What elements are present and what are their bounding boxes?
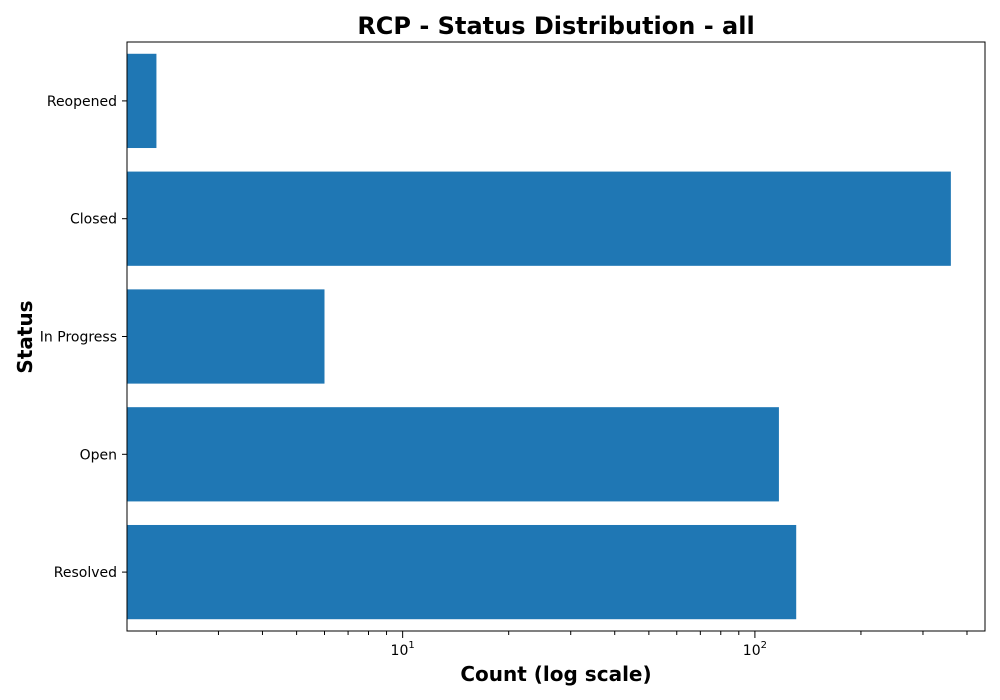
bar-open (127, 407, 779, 502)
bars-layer (127, 53, 951, 620)
bar-resolved (127, 524, 797, 620)
bar-in-progress (127, 289, 325, 384)
chart-title: RCP - Status Distribution - all (357, 12, 754, 40)
y-tick-label-closed: Closed (70, 212, 117, 228)
y-tick-label-resolved: Resolved (54, 565, 117, 581)
y-axis-ticks: Reopened Closed In Progress Open Resolved (40, 94, 127, 581)
bar-closed (127, 171, 951, 266)
x-tick-label: 101 (391, 640, 415, 659)
y-tick-label-in-progress: In Progress (40, 330, 117, 346)
y-tick-label-reopened: Reopened (47, 94, 117, 110)
x-tick-label: 102 (743, 640, 767, 659)
plot-area-frame (126, 41, 986, 632)
bar-reopened (127, 53, 157, 149)
y-axis-label: Status (13, 300, 37, 373)
x-axis-label: Count (log scale) (460, 662, 651, 686)
x-axis-ticks: 101 102 (155, 631, 968, 659)
y-tick-label-open: Open (80, 447, 117, 463)
